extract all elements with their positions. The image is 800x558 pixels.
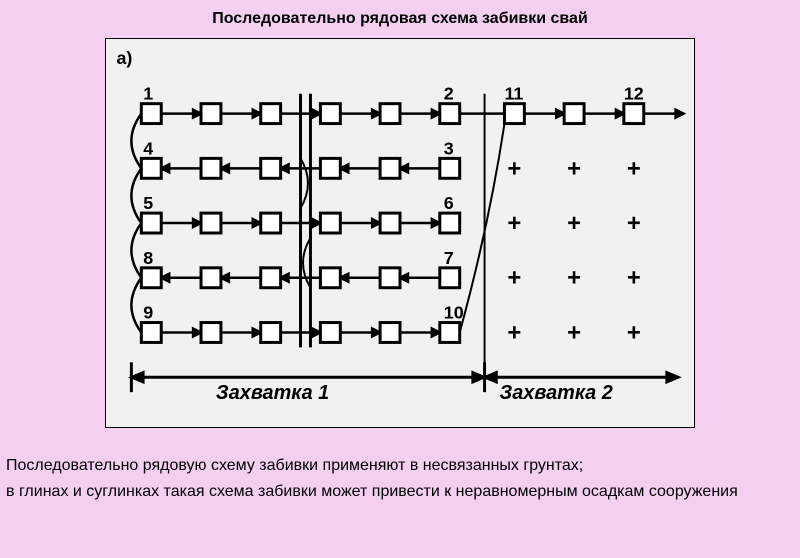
caption-line-1: Последовательно рядовую схему забивки пр…	[6, 455, 794, 477]
row-label: 1	[143, 84, 153, 104]
pile	[141, 213, 161, 233]
diagram-container: а) Захватка 1 Захватка 2	[105, 38, 695, 428]
pile	[201, 158, 221, 178]
sub-label: а)	[116, 48, 132, 68]
pile	[320, 213, 340, 233]
pile	[201, 213, 221, 233]
page: Последовательно рядовая схема забивки св…	[0, 0, 800, 558]
plus-mark: +	[627, 155, 641, 182]
pile	[380, 323, 400, 343]
plus-mark: +	[507, 155, 521, 182]
pile	[440, 323, 460, 343]
pile	[141, 104, 161, 124]
row-end-label: 2	[444, 84, 454, 104]
pile	[624, 104, 644, 124]
row-end-label: 6	[444, 193, 454, 213]
pile	[261, 213, 281, 233]
pile	[261, 268, 281, 288]
plus-mark: +	[627, 210, 641, 237]
row-end-label: 3	[444, 138, 454, 158]
row-label: 4	[143, 138, 153, 158]
pile	[320, 104, 340, 124]
row-end-label: 10	[444, 303, 464, 323]
pile	[261, 158, 281, 178]
pile-diagram-svg: а) Захватка 1 Захватка 2	[106, 39, 694, 427]
plus-mark: +	[507, 265, 521, 292]
plus-mark: +	[567, 210, 581, 237]
zone2-label: Захватка 2	[499, 382, 612, 404]
plus-mark: +	[627, 319, 641, 346]
row-label: 8	[143, 248, 153, 268]
plus-mark: +	[627, 265, 641, 292]
pile-label: 12	[624, 84, 644, 104]
pile	[380, 104, 400, 124]
zone1-label: Захватка 1	[216, 382, 329, 404]
page-title: Последовательно рядовая схема забивки св…	[0, 10, 800, 28]
pile	[440, 268, 460, 288]
plus-mark: +	[567, 155, 581, 182]
caption-line-2: в глинах и суглинках такая схема забивки…	[6, 481, 794, 503]
pile	[320, 268, 340, 288]
pile	[201, 323, 221, 343]
pile	[201, 268, 221, 288]
pile	[320, 323, 340, 343]
pile	[201, 104, 221, 124]
pile	[141, 268, 161, 288]
plus-mark: +	[567, 265, 581, 292]
row-label: 9	[143, 303, 153, 323]
pile	[320, 158, 340, 178]
pile	[380, 158, 400, 178]
pile	[504, 104, 524, 124]
pile	[141, 323, 161, 343]
plus-mark: +	[567, 319, 581, 346]
plus-mark: +	[507, 210, 521, 237]
row-label: 5	[143, 193, 153, 213]
pile	[380, 268, 400, 288]
pile	[440, 213, 460, 233]
caption-block: Последовательно рядовую схему забивки пр…	[6, 455, 794, 506]
pile	[141, 158, 161, 178]
pile-label: 11	[504, 84, 523, 104]
pile	[261, 323, 281, 343]
pile	[261, 104, 281, 124]
pile	[380, 213, 400, 233]
plus-mark: +	[507, 319, 521, 346]
row-end-label: 7	[444, 248, 454, 268]
pile	[440, 158, 460, 178]
pile	[564, 104, 584, 124]
pile	[440, 104, 460, 124]
